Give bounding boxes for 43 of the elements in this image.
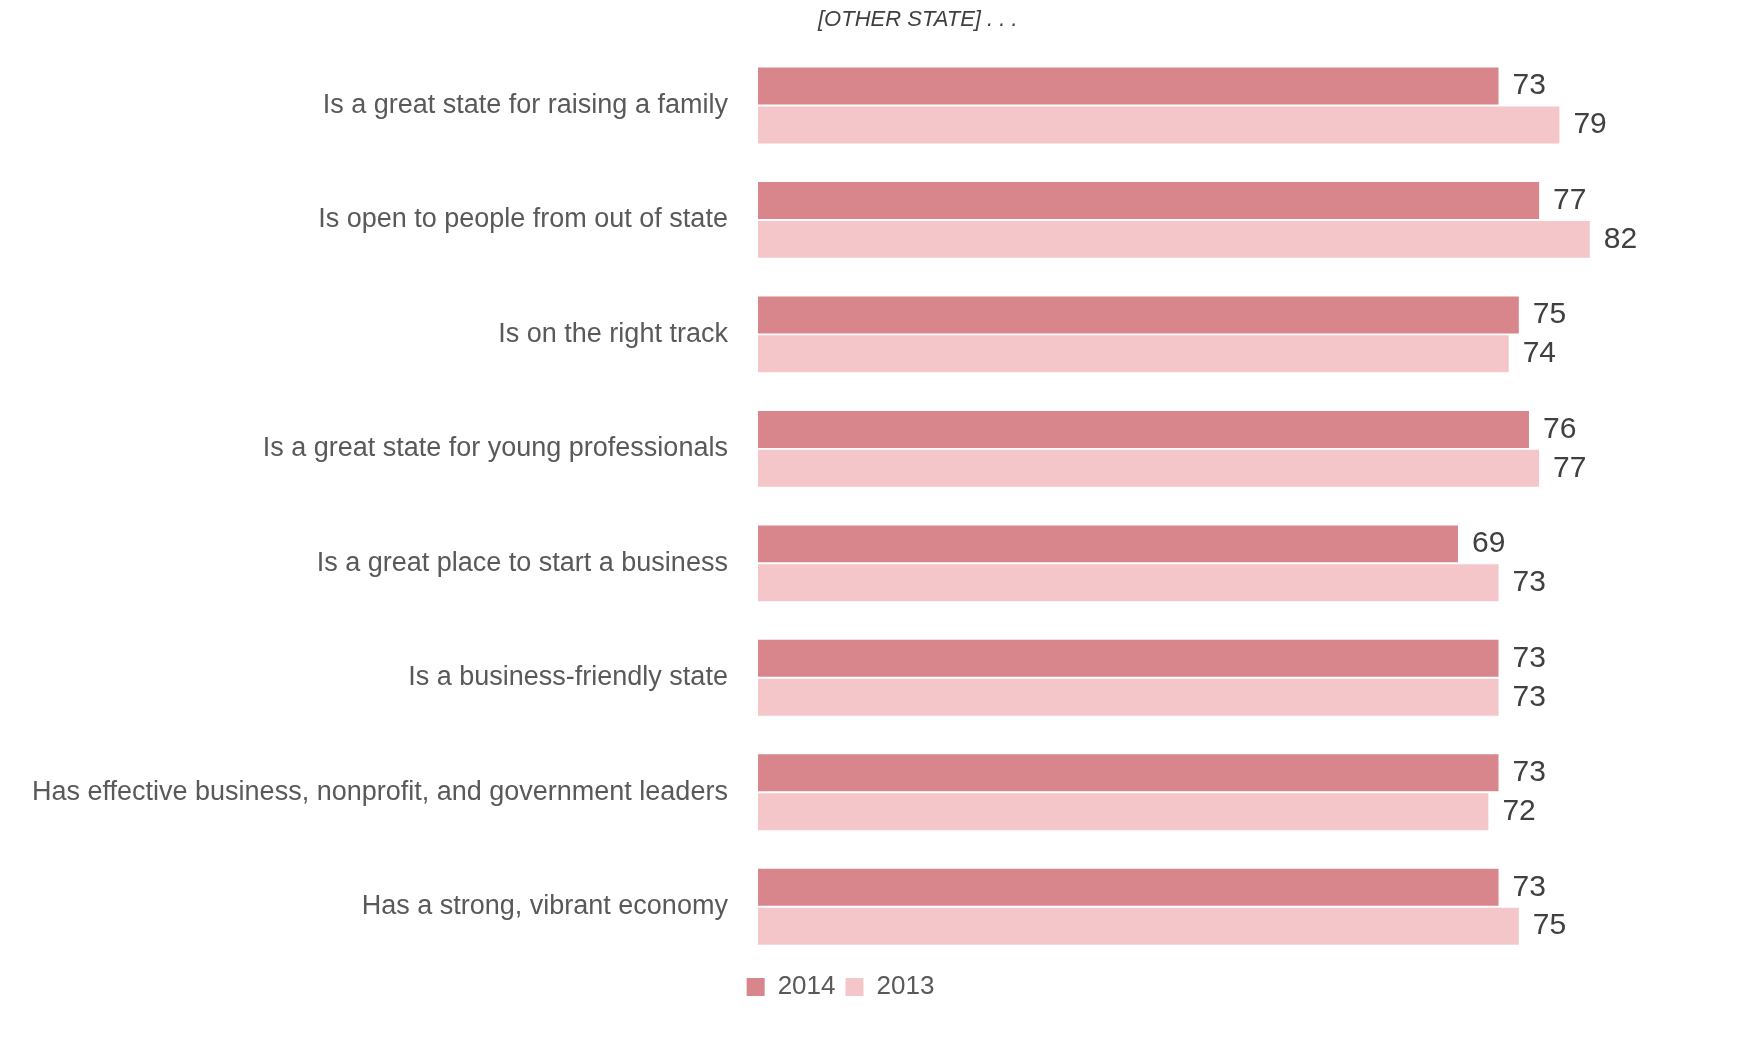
bar <box>757 793 1489 831</box>
y-tick-label: Is a great state for young professionals <box>262 432 728 463</box>
y-tick-label: Is a business-friendly state <box>408 661 728 692</box>
y-tick-label: Has a strong, vibrant economy <box>361 890 729 921</box>
data-label: 82 <box>1603 220 1638 254</box>
bar <box>757 678 1499 716</box>
bar <box>757 525 1458 563</box>
y-tick-label: Is a great state for raising a family <box>322 88 729 119</box>
data-label: 73 <box>1512 67 1546 101</box>
data-label: 77 <box>1553 181 1587 215</box>
legend-label: 2014 <box>777 970 836 1001</box>
data-label: 75 <box>1532 907 1567 941</box>
data-label: 76 <box>1542 410 1577 444</box>
data-label: 75 <box>1532 296 1567 330</box>
bar <box>757 868 1499 906</box>
legend-label: 2013 <box>876 970 935 1001</box>
y-tick-label: Is on the right track <box>498 317 729 348</box>
bar <box>757 220 1590 258</box>
bar <box>757 639 1499 677</box>
data-label: 77 <box>1553 449 1587 483</box>
y-tick-label: Is a great place to start a business <box>316 546 728 577</box>
data-label: 72 <box>1502 793 1536 827</box>
data-label: 74 <box>1522 335 1557 369</box>
chart-subtitle: [OTHER STATE] . . . <box>818 6 1018 32</box>
data-label: 73 <box>1512 868 1546 902</box>
bar <box>757 564 1499 602</box>
data-label: 79 <box>1573 106 1607 140</box>
bar <box>757 335 1509 373</box>
data-label: 73 <box>1512 678 1546 712</box>
data-label: 73 <box>1512 639 1546 673</box>
bar <box>757 907 1519 945</box>
bar <box>757 67 1499 105</box>
y-tick-label: Has effective business, nonprofit, and government leaders <box>31 775 728 806</box>
bar <box>757 449 1540 487</box>
bar <box>757 754 1499 792</box>
data-label: 73 <box>1512 564 1546 598</box>
data-label: 73 <box>1512 754 1546 788</box>
bar <box>757 296 1519 334</box>
data-label: 69 <box>1471 525 1506 559</box>
bar <box>757 106 1560 144</box>
bar <box>757 410 1529 448</box>
bar <box>757 181 1540 219</box>
y-tick-label: Is open to people from out of state <box>318 203 728 234</box>
